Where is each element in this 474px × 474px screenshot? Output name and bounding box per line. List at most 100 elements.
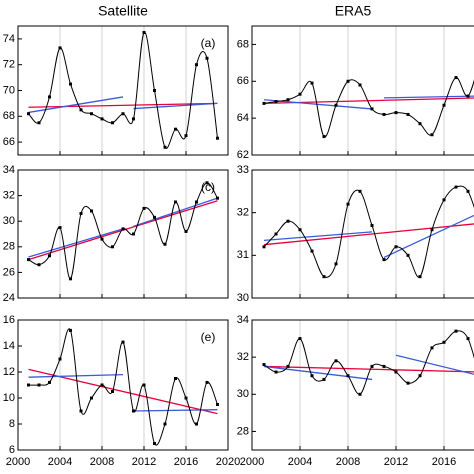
x-tick-label: 2012 bbox=[132, 456, 156, 468]
plot-frame bbox=[17, 319, 229, 451]
data-point bbox=[79, 212, 83, 216]
plot-frame bbox=[251, 25, 474, 156]
y-tick-label: 31 bbox=[237, 249, 249, 261]
y-tick-label: 24 bbox=[3, 292, 15, 304]
data-point bbox=[310, 249, 314, 253]
data-point bbox=[37, 263, 41, 267]
data-point bbox=[216, 196, 219, 200]
data-point bbox=[37, 121, 41, 125]
data-point bbox=[58, 46, 62, 50]
data-point bbox=[430, 346, 434, 350]
data-point bbox=[334, 262, 338, 266]
data-point bbox=[69, 82, 72, 86]
data-point bbox=[310, 374, 314, 378]
y-tick-label: 62 bbox=[237, 149, 249, 161]
data-point bbox=[163, 242, 167, 246]
y-tick-label: 66 bbox=[237, 75, 249, 87]
data-point bbox=[286, 98, 290, 102]
data-point bbox=[37, 383, 41, 387]
data-point bbox=[174, 200, 177, 204]
data-line bbox=[28, 31, 218, 149]
plot-frame bbox=[17, 169, 229, 299]
data-point bbox=[142, 383, 146, 387]
y-tick-label: 30 bbox=[3, 215, 15, 227]
x-tick-label: 2004 bbox=[48, 456, 72, 468]
y-tick-label: 66 bbox=[3, 136, 15, 148]
data-point bbox=[274, 370, 278, 374]
data-point bbox=[394, 370, 398, 374]
data-point bbox=[90, 396, 93, 400]
y-tick-label: 14 bbox=[3, 340, 15, 352]
data-point bbox=[132, 232, 135, 236]
data-point bbox=[274, 232, 278, 236]
data-point bbox=[394, 111, 398, 115]
y-tick-label: 64 bbox=[237, 112, 249, 124]
data-point bbox=[58, 357, 62, 361]
data-point bbox=[298, 228, 302, 232]
y-tick-label: 30 bbox=[237, 388, 249, 400]
data-point bbox=[174, 377, 177, 380]
data-point bbox=[418, 374, 422, 378]
data-point bbox=[442, 340, 446, 344]
data-point bbox=[454, 76, 458, 80]
y-tick-label: 74 bbox=[3, 33, 15, 45]
y-tick-label: 12 bbox=[3, 366, 15, 378]
data-point bbox=[27, 258, 30, 262]
data-point bbox=[466, 189, 470, 193]
y-tick-label: 68 bbox=[237, 38, 249, 50]
data-point bbox=[406, 381, 410, 385]
plot-frame bbox=[251, 319, 474, 451]
data-point bbox=[262, 245, 266, 249]
x-tick-label: 2016 bbox=[174, 456, 198, 468]
data-point bbox=[90, 209, 93, 213]
data-point bbox=[132, 409, 135, 413]
y-tick-label: 34 bbox=[3, 164, 15, 176]
data-point bbox=[322, 377, 326, 381]
data-point bbox=[69, 328, 72, 332]
data-point bbox=[310, 81, 314, 85]
data-point bbox=[142, 206, 146, 210]
data-point bbox=[358, 189, 362, 193]
data-point bbox=[346, 202, 350, 206]
data-point bbox=[286, 219, 290, 223]
data-point bbox=[454, 185, 458, 189]
y-tick-label: 32 bbox=[237, 351, 249, 363]
data-point bbox=[195, 200, 198, 204]
y-tick-label: 16 bbox=[3, 314, 15, 326]
trend-line bbox=[383, 214, 474, 259]
data-point bbox=[132, 117, 135, 121]
x-tick-label: 2012 bbox=[384, 456, 408, 468]
y-tick-label: 30 bbox=[237, 292, 249, 304]
panel-label: (a) bbox=[201, 36, 216, 50]
data-point bbox=[382, 364, 386, 368]
data-point bbox=[442, 198, 446, 202]
data-point bbox=[418, 122, 422, 126]
data-point bbox=[370, 364, 374, 368]
data-point bbox=[163, 422, 167, 426]
data-point bbox=[406, 253, 410, 257]
data-point bbox=[153, 442, 156, 445]
y-tick-label: 33 bbox=[237, 164, 249, 176]
data-point bbox=[184, 134, 188, 138]
data-point bbox=[205, 56, 209, 60]
data-point bbox=[346, 374, 350, 378]
trend-line bbox=[133, 197, 218, 227]
data-point bbox=[418, 275, 422, 279]
data-point bbox=[370, 223, 374, 227]
y-tick-label: 8 bbox=[9, 418, 15, 430]
data-line bbox=[263, 77, 474, 138]
data-point bbox=[69, 277, 72, 281]
data-point bbox=[142, 30, 146, 34]
x-tick-label: 2016 bbox=[432, 456, 456, 468]
plot-frame bbox=[17, 25, 229, 156]
data-point bbox=[382, 258, 386, 262]
data-point bbox=[48, 254, 51, 258]
trend-line bbox=[383, 95, 474, 99]
data-point bbox=[454, 329, 458, 333]
y-tick-label: 6 bbox=[9, 444, 15, 456]
data-point bbox=[27, 383, 30, 387]
data-point bbox=[100, 237, 104, 241]
data-point bbox=[111, 245, 114, 249]
data-point bbox=[322, 135, 326, 139]
